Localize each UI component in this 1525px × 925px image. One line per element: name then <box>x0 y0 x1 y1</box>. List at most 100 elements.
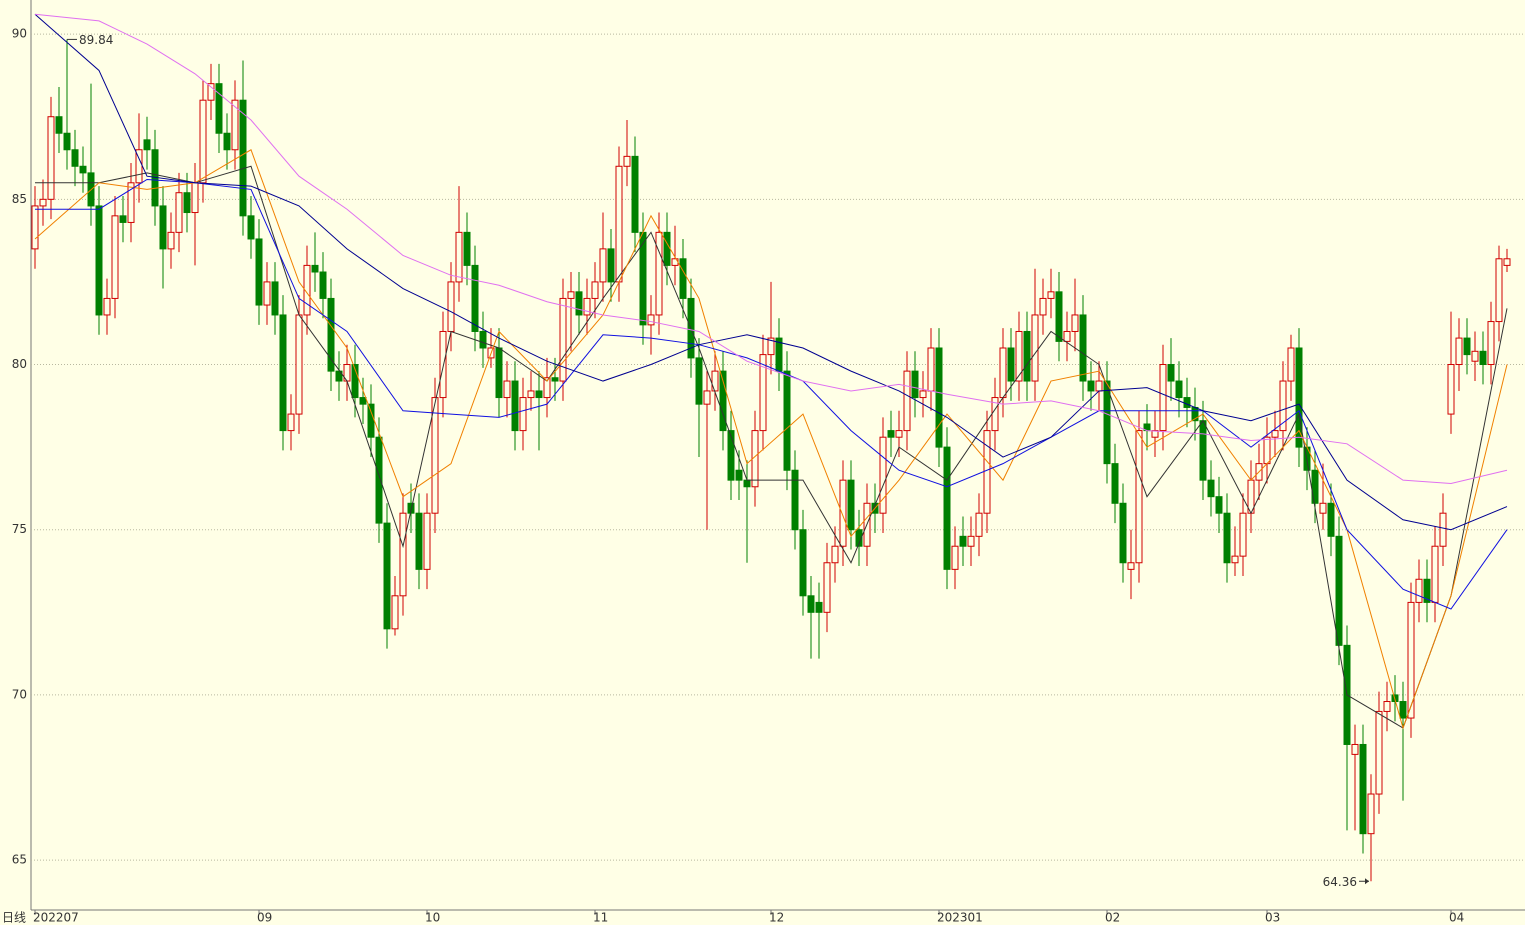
candle-body <box>1023 330 1031 382</box>
candle-body <box>567 291 575 299</box>
candle-body <box>159 205 167 250</box>
y-tick-label: 75 <box>12 522 27 536</box>
candle-body <box>247 215 255 240</box>
candle-body <box>1087 380 1095 392</box>
candle-body <box>463 231 471 266</box>
candle-body <box>383 522 391 630</box>
candle-body <box>1495 258 1503 323</box>
candle-body <box>1047 291 1055 299</box>
candle-body <box>103 297 111 316</box>
candle-body <box>39 198 47 207</box>
candle-body <box>1319 502 1327 514</box>
candle-body <box>287 413 295 432</box>
candle-body <box>1135 430 1143 564</box>
candle-body <box>975 512 983 537</box>
candle-body <box>1295 347 1303 448</box>
y-tick-label: 70 <box>12 687 27 701</box>
candle-body <box>1423 578 1431 603</box>
candle-body <box>527 390 535 399</box>
candle-body <box>767 337 775 356</box>
candle-body <box>1367 793 1375 835</box>
candle-body <box>255 238 263 306</box>
candle-body <box>503 380 511 399</box>
timeframe-label: 日线 <box>2 911 26 925</box>
candle-body <box>1039 297 1047 316</box>
candle-body <box>1463 337 1471 356</box>
candle-body <box>1359 743 1367 835</box>
candle-body <box>63 132 71 151</box>
candle-body <box>695 357 703 405</box>
candle-body <box>423 512 431 570</box>
candle-body <box>911 370 919 399</box>
x-tick-label: 09 <box>257 911 272 925</box>
candle-body <box>551 377 559 382</box>
candle-body <box>983 430 991 514</box>
candle-body <box>831 545 839 564</box>
x-tick-label: 202207 <box>33 911 79 925</box>
candle-body <box>607 248 615 283</box>
candle-body <box>1431 545 1439 603</box>
candle-body <box>303 264 311 316</box>
candle-body <box>1183 397 1191 408</box>
candle-body <box>279 314 287 432</box>
candle-body <box>1479 350 1487 366</box>
candle-body <box>815 601 823 613</box>
candle-body <box>1455 337 1463 366</box>
candle-body <box>735 469 743 481</box>
candle-body <box>199 99 207 184</box>
candle-body <box>1383 701 1391 712</box>
candle-body <box>183 192 191 214</box>
candle-body <box>1487 321 1495 366</box>
candle-body <box>1167 364 1175 382</box>
candle-body <box>1119 502 1127 564</box>
candle-body <box>847 479 855 531</box>
candle-body <box>943 446 951 570</box>
candle-body <box>231 99 239 151</box>
candle-body <box>95 205 103 316</box>
candle-body <box>1159 364 1167 432</box>
candle-body <box>127 182 135 223</box>
candle-body <box>679 258 687 299</box>
candle-body <box>1207 479 1215 498</box>
x-tick-label: 11 <box>593 911 608 925</box>
candle-body <box>743 479 751 488</box>
candle-body <box>295 314 303 415</box>
candle-body <box>1055 291 1063 342</box>
x-tick-label: 12 <box>769 911 784 925</box>
candle-body <box>239 99 247 217</box>
candle-body <box>919 390 927 399</box>
y-tick-label: 65 <box>12 853 27 867</box>
candle-body <box>647 314 655 326</box>
candle-body <box>375 436 383 524</box>
candle-body <box>79 165 87 174</box>
candle-body <box>319 271 327 299</box>
candle-body <box>431 397 439 514</box>
ma-line <box>34 13 1508 531</box>
candle-body <box>191 182 199 214</box>
candle-body <box>839 479 847 547</box>
candle-body <box>207 83 215 101</box>
candle-body <box>535 390 543 399</box>
candle-body <box>223 132 231 151</box>
candle-body <box>1375 710 1383 795</box>
candle-body <box>1071 314 1079 332</box>
candle-body <box>1279 380 1287 432</box>
candle-body <box>591 281 599 299</box>
candle-body <box>1351 743 1359 755</box>
x-tick-label: 202301 <box>937 911 983 925</box>
candle-body <box>271 281 279 316</box>
candle-body <box>959 535 967 547</box>
candle-body <box>327 297 335 372</box>
candle-body <box>623 155 631 167</box>
candle-body <box>1287 347 1295 382</box>
candle-body <box>1015 330 1023 382</box>
candle-body <box>31 205 39 250</box>
candle-body <box>967 535 975 547</box>
candle-body <box>1175 380 1183 399</box>
candle-body <box>783 370 791 471</box>
candle-body <box>927 347 935 392</box>
candle-body <box>367 403 375 438</box>
